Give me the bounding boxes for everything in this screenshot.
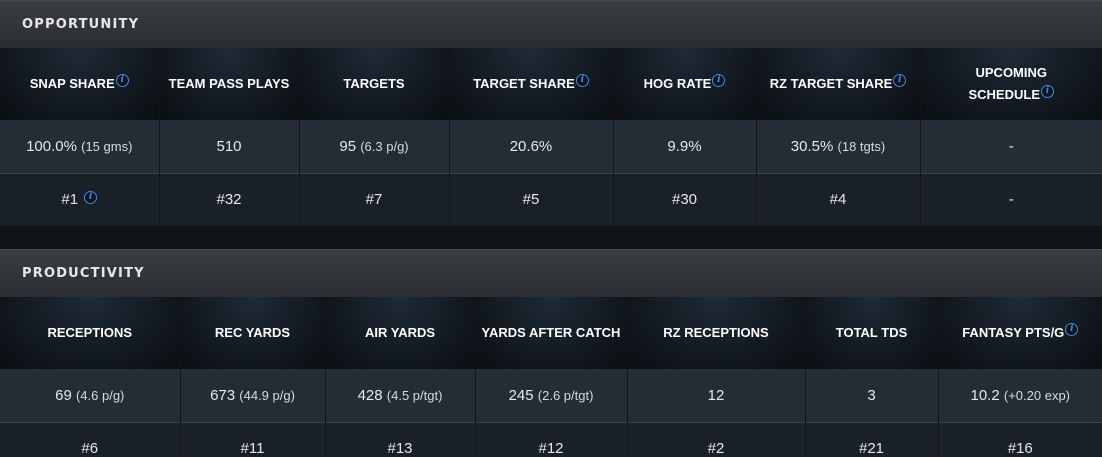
rank-cell: #6 xyxy=(0,421,180,457)
rank-cell: #12 xyxy=(474,421,627,457)
rank-cell: #2 xyxy=(626,421,805,457)
value-cell: 69 (4.6 p/g) xyxy=(0,369,180,422)
col-receptions: RECEPTIONS xyxy=(0,297,180,369)
col-snap-share: SNAP SHARE i xyxy=(0,48,159,120)
productivity-header-row: RECEPTIONS REC YARDS AIR YARDS YARDS AFT… xyxy=(0,297,1102,369)
opportunity-table: SNAP SHARE i TEAM PASS PLAYS TARGETS TARG… xyxy=(0,48,1102,226)
productivity-title: PRODUCTIVITY xyxy=(22,266,145,281)
value-cell: 95 (6.3 p/g) xyxy=(298,120,449,173)
col-upcoming-schedule: UPCOMING SCHEDULE i xyxy=(919,48,1102,120)
value-cell: 245 (2.6 p/tgt) xyxy=(474,369,627,422)
productivity-table: RECEPTIONS REC YARDS AIR YARDS YARDS AFT… xyxy=(0,297,1102,457)
rank-cell: #5 xyxy=(448,172,613,226)
opportunity-value-row: 100.0% (15 gms) 510 95 (6.3 p/g) 20.6% 9… xyxy=(0,120,1102,173)
col-total-tds: TOTAL TDS xyxy=(804,297,938,369)
rank-cell: #30 xyxy=(612,172,756,226)
value-cell: 673 (44.9 p/g) xyxy=(179,369,325,422)
productivity-rank-row: #6 #11 #13 #12 #2 #21 #16 xyxy=(0,421,1102,457)
opportunity-header-row: SNAP SHARE i TEAM PASS PLAYS TARGETS TARG… xyxy=(0,48,1102,120)
rank-cell: #13 xyxy=(324,421,475,457)
value-cell: 10.2 (+0.20 exp) xyxy=(937,369,1102,422)
opportunity-header: OPPORTUNITY xyxy=(0,0,1102,48)
opportunity-rank-row: #1 i #32 #7 #5 #30 #4 - xyxy=(0,172,1102,226)
info-icon[interactable]: i xyxy=(893,74,907,87)
col-team-pass-plays: TEAM PASS PLAYS xyxy=(158,48,299,120)
value-cell: - xyxy=(919,120,1102,173)
value-cell: 30.5% (18 tgts) xyxy=(755,120,920,173)
section-spacer xyxy=(0,226,1102,249)
col-yards-after-catch: YARDS AFTER CATCH xyxy=(474,297,627,369)
col-rec-yards: REC YARDS xyxy=(179,297,325,369)
value-cell: 3 xyxy=(804,369,938,422)
value-cell: 428 (4.5 p/tgt) xyxy=(324,369,475,422)
productivity-value-row: 69 (4.6 p/g) 673 (44.9 p/g) 428 (4.5 p/t… xyxy=(0,369,1102,422)
rank-cell: #32 xyxy=(158,172,299,226)
rank-cell: #7 xyxy=(298,172,449,226)
col-air-yards: AIR YARDS xyxy=(324,297,475,369)
value-cell: 20.6% xyxy=(448,120,613,173)
rank-cell: #1 i xyxy=(0,172,159,226)
info-icon[interactable]: i xyxy=(575,74,589,87)
info-icon[interactable]: i xyxy=(115,74,129,87)
value-cell: 510 xyxy=(158,120,299,173)
info-icon[interactable]: i xyxy=(712,74,726,87)
col-targets: TARGETS xyxy=(298,48,449,120)
info-icon[interactable]: i xyxy=(84,191,98,205)
col-hog-rate: HOG RATE i xyxy=(612,48,756,120)
value-cell: 12 xyxy=(626,369,805,422)
rank-cell: #11 xyxy=(179,421,325,457)
rank-cell: #21 xyxy=(804,421,938,457)
col-fantasy-pts: FANTASY PTS/G i xyxy=(937,297,1102,369)
col-rz-target-share: RZ TARGET SHARE i xyxy=(755,48,920,120)
info-icon[interactable]: i xyxy=(1041,85,1054,98)
col-target-share: TARGET SHARE i xyxy=(448,48,613,120)
opportunity-title: OPPORTUNITY xyxy=(22,17,140,32)
value-cell: 100.0% (15 gms) xyxy=(0,120,159,173)
rank-cell: - xyxy=(919,172,1102,226)
rank-cell: #16 xyxy=(937,421,1102,457)
info-icon[interactable]: i xyxy=(1065,323,1079,336)
productivity-header: PRODUCTIVITY xyxy=(0,249,1102,297)
rank-cell: #4 xyxy=(755,172,920,226)
col-rz-receptions: RZ RECEPTIONS xyxy=(626,297,805,369)
value-cell: 9.9% xyxy=(612,120,756,173)
